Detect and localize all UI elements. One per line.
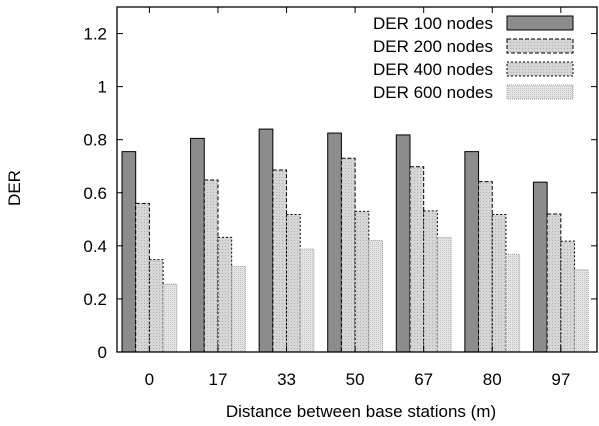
legend-label: DER 200 nodes [373, 37, 493, 56]
plot-frame [116, 6, 598, 353]
y-tick-label: 0.8 [83, 131, 107, 150]
y-tick-label: 1 [98, 78, 107, 97]
legend-swatch [506, 38, 574, 54]
bar-der-400-nodes-67 [423, 210, 438, 353]
y-tick-label: 0.2 [83, 290, 107, 309]
bar-der-600-nodes-33 [299, 248, 315, 353]
x-tick-label: 97 [551, 370, 570, 389]
bar-der-400-nodes-50 [354, 210, 370, 353]
bar-der-200-nodes-50 [340, 157, 356, 353]
bar-der-200-nodes-80 [478, 181, 493, 353]
bar-der-100-nodes-97 [532, 181, 548, 353]
bar-der-100-nodes-50 [327, 132, 342, 353]
bar-der-100-nodes-0 [121, 151, 137, 353]
legend-label: DER 400 nodes [373, 60, 493, 79]
bar-der-400-nodes-80 [491, 214, 507, 353]
legend-swatch [506, 84, 574, 100]
bar-der-600-nodes-0 [162, 283, 178, 353]
y-tick-label: 0.4 [83, 237, 107, 256]
legend-swatch [506, 15, 574, 31]
bar-der-600-nodes-50 [368, 240, 384, 353]
bar-der-200-nodes-33 [272, 169, 288, 353]
x-tick-label: 17 [209, 370, 228, 389]
bar-der-600-nodes-17 [231, 266, 246, 353]
legend: DER 100 nodes DER 200 nodes DER 400 nodes D… [373, 14, 574, 102]
bar-der-400-nodes-97 [560, 240, 576, 353]
bar-der-400-nodes-17 [217, 236, 233, 353]
bar-der-200-nodes-17 [203, 179, 219, 353]
bar-der-200-nodes-0 [135, 202, 150, 353]
x-axis-label: Distance between base stations (m) [226, 402, 496, 421]
bar-der-100-nodes-80 [464, 151, 480, 353]
y-tick-label: 1.2 [83, 25, 107, 44]
bar-der-100-nodes-67 [395, 134, 411, 353]
bar-der-100-nodes-33 [258, 128, 274, 353]
legend-swatch [506, 61, 574, 77]
x-tick-label: 80 [483, 370, 502, 389]
x-tick-label: 67 [414, 370, 433, 389]
bar-der-400-nodes-0 [148, 259, 164, 353]
bar-der-600-nodes-97 [574, 269, 589, 353]
bar-der-200-nodes-67 [409, 166, 425, 353]
y-tick-label: 0 [98, 343, 107, 362]
x-tick-label: 50 [346, 370, 365, 389]
y-tick-label: 0.6 [83, 184, 107, 203]
bar-der-600-nodes-67 [436, 236, 452, 353]
y-axis-label: DER [5, 170, 24, 206]
plot-area: 0 0.2 0.4 0.6 0.8 1 1.2 0 17 33 50 67 80 97 DER 100 no… [83, 6, 598, 389]
bar-der-100-nodes-17 [190, 137, 205, 353]
x-tick-label: 0 [145, 370, 154, 389]
bar-der-200-nodes-97 [546, 213, 562, 353]
legend-label: DER 600 nodes [373, 83, 493, 102]
bar-der-600-nodes-80 [505, 253, 521, 353]
x-tick-label: 33 [277, 370, 296, 389]
bar-der-400-nodes-33 [286, 214, 301, 353]
legend-label: DER 100 nodes [373, 14, 493, 33]
